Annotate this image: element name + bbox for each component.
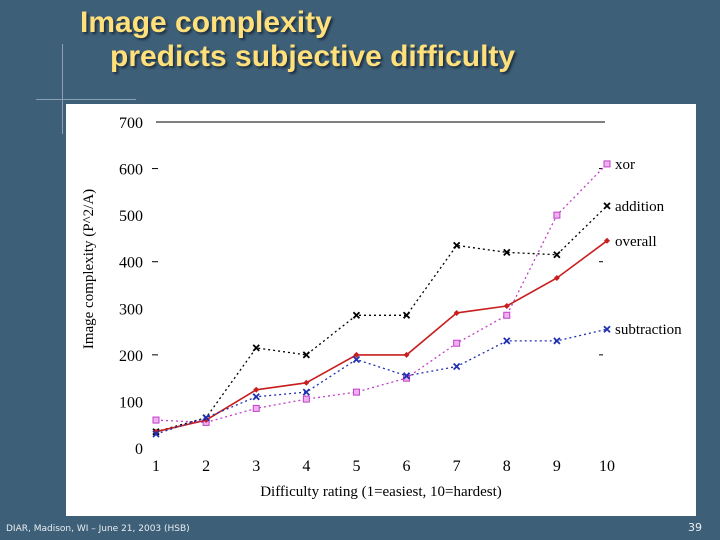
footer-credit: DIAR, Madison, WI – June 21, 2003 (HSB) bbox=[6, 524, 190, 534]
legend-label-addition: addition bbox=[615, 199, 665, 215]
x-tick-label: 2 bbox=[202, 458, 210, 475]
data-point-xor bbox=[302, 395, 310, 403]
slide-title: Image complexity predicts subjective dif… bbox=[80, 6, 700, 74]
y-tick-label: 600 bbox=[119, 162, 143, 179]
y-tick-label: 100 bbox=[119, 394, 143, 411]
x-tick-label: 6 bbox=[403, 458, 411, 475]
data-point-addition bbox=[402, 311, 411, 319]
decorative-horizontal-rule bbox=[36, 99, 136, 100]
data-point-overall bbox=[453, 309, 460, 316]
x-tick-label: 3 bbox=[252, 458, 260, 475]
series-line-subtraction bbox=[155, 328, 608, 435]
series-line-xor bbox=[155, 163, 608, 424]
x-tick-label: 10 bbox=[599, 458, 615, 475]
data-point-subtraction bbox=[603, 325, 611, 333]
data-point-subtraction bbox=[453, 362, 461, 371]
slide-number: 39 bbox=[688, 521, 702, 534]
data-point-overall bbox=[353, 351, 360, 358]
data-point-subtraction bbox=[402, 372, 411, 380]
data-point-subtraction bbox=[352, 355, 361, 364]
data-point-overall bbox=[403, 351, 410, 358]
legend-label-subtraction: subtraction bbox=[615, 322, 682, 338]
series-line-overall bbox=[155, 240, 608, 433]
x-tick-label: 7 bbox=[453, 458, 461, 475]
data-point-xor bbox=[553, 211, 561, 219]
x-axis-label: Difficulty rating (1=easiest, 10=hardest… bbox=[260, 484, 502, 500]
x-tick-label: 5 bbox=[352, 458, 360, 475]
legend-label-overall: overall bbox=[615, 234, 657, 250]
data-point-addition bbox=[453, 241, 461, 250]
data-point-addition bbox=[553, 251, 561, 259]
title-line-2: predicts subjective difficulty bbox=[110, 40, 516, 73]
data-point-xor bbox=[453, 339, 461, 347]
legend-label-xor: xor bbox=[615, 157, 635, 173]
y-tick-label: 300 bbox=[119, 301, 143, 318]
x-tick-label: 9 bbox=[553, 458, 561, 475]
data-point-subtraction bbox=[302, 388, 310, 396]
y-tick-label: 500 bbox=[119, 208, 143, 225]
data-point-subtraction bbox=[503, 337, 511, 345]
data-point-overall bbox=[503, 302, 510, 309]
data-point-addition bbox=[503, 248, 511, 257]
chart-panel: 0 100 200 300 400 500 600 700 1 2 3 4 5 6 7 8 9 10 Difficu… bbox=[66, 104, 696, 516]
data-point-xor bbox=[252, 404, 260, 412]
data-point-subtraction bbox=[252, 393, 260, 401]
data-point-xor bbox=[503, 311, 511, 319]
data-point-xor bbox=[352, 388, 360, 396]
data-point-overall bbox=[303, 379, 310, 386]
y-tick-label: 700 bbox=[119, 115, 143, 132]
y-tick-label: 200 bbox=[119, 348, 143, 365]
data-point-addition bbox=[302, 351, 310, 359]
decorative-vertical-rule bbox=[62, 44, 63, 134]
y-axis-label: Image complexity (P^2/A) bbox=[81, 189, 97, 349]
data-point-xor bbox=[152, 416, 160, 424]
series-line-addition bbox=[155, 205, 608, 433]
x-tick-label: 1 bbox=[152, 458, 160, 475]
data-point-overall bbox=[553, 275, 560, 282]
data-point-subtraction bbox=[152, 430, 160, 438]
data-point-xor bbox=[603, 160, 611, 168]
data-point-addition bbox=[603, 202, 611, 210]
line-chart: 0 100 200 300 400 500 600 700 1 2 3 4 5 6 7 8 9 10 Difficu… bbox=[81, 115, 682, 500]
y-tick-label: 400 bbox=[119, 255, 143, 272]
title-line-1: Image complexity bbox=[80, 6, 332, 39]
data-point-subtraction bbox=[553, 337, 561, 345]
x-tick-label: 4 bbox=[302, 458, 310, 475]
data-point-addition bbox=[352, 311, 361, 319]
data-point-overall bbox=[604, 237, 610, 244]
x-tick-label: 8 bbox=[503, 458, 511, 475]
data-point-overall bbox=[253, 386, 260, 393]
data-point-subtraction bbox=[202, 414, 210, 422]
data-point-addition bbox=[252, 344, 260, 352]
y-tick-label: 0 bbox=[135, 441, 143, 458]
